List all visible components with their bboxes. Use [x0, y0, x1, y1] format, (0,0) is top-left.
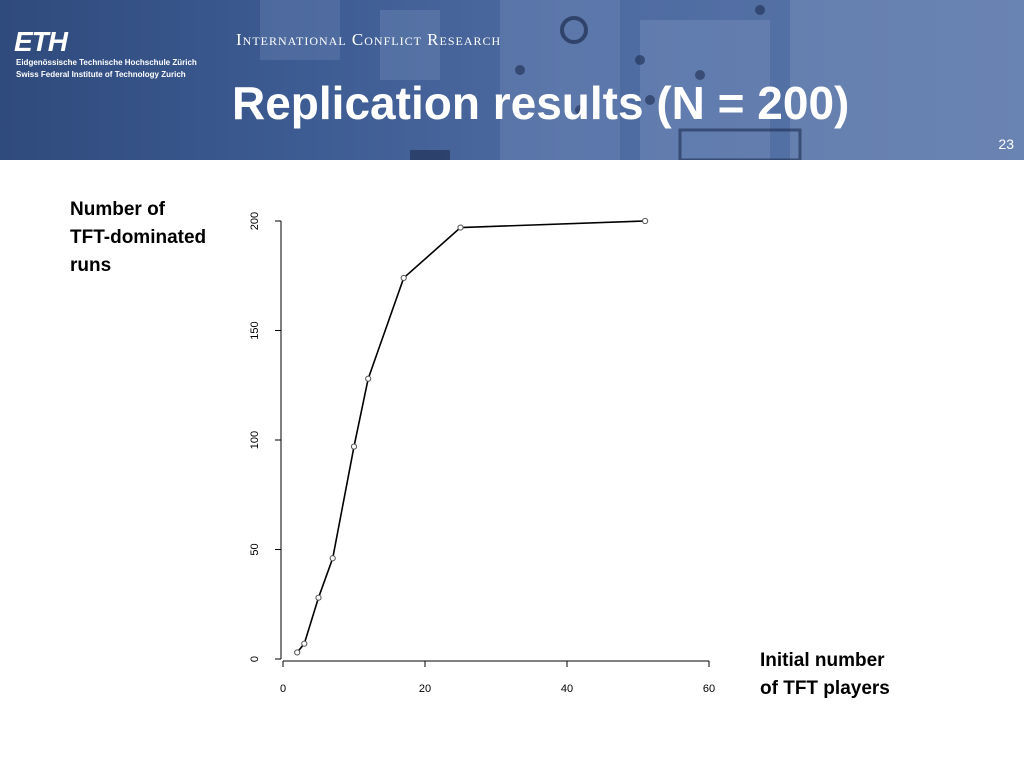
- y-axis-description-line: Number of: [70, 199, 165, 220]
- data-point: [642, 217, 649, 225]
- institution-name-german: Eidgenössische Technische Hochschule Zür…: [16, 58, 197, 67]
- y-tick-label: 100: [249, 431, 261, 449]
- data-point: [400, 274, 407, 282]
- x-tick-label: 0: [280, 683, 286, 695]
- y-tick-label: 200: [249, 212, 261, 230]
- y-tick-label: 0: [249, 656, 261, 662]
- header-banner: ETH Eidgenössische Technische Hochschule…: [0, 0, 1024, 160]
- y-axis-description-line: TFT-dominated: [70, 227, 207, 248]
- x-axis-description: Initial number of TFT players: [760, 647, 890, 703]
- y-axis-description-line: runs: [70, 255, 112, 276]
- institution-name-english: Swiss Federal Institute of Technology Zu…: [16, 70, 186, 79]
- data-point: [301, 640, 308, 647]
- x-axis-description-line: of TFT players: [760, 678, 890, 699]
- data-point: [294, 649, 301, 656]
- page-number: 23: [998, 136, 1014, 152]
- x-tick-label: 20: [419, 683, 431, 695]
- series-line: [296, 220, 646, 653]
- y-axis-description: Number of TFT-dominated runs: [70, 196, 206, 280]
- x-tick-label: 60: [703, 683, 715, 695]
- banner-background-graphic: [260, 0, 1024, 160]
- slide-title: Replication results (N = 200): [232, 77, 850, 129]
- data-point: [350, 443, 358, 450]
- x-tick-label: 40: [561, 683, 573, 695]
- x-axis-description-line: Initial number: [760, 650, 885, 671]
- data-point: [329, 555, 336, 562]
- eth-logo[interactable]: ETH: [14, 26, 68, 57]
- y-tick-label: 150: [249, 321, 261, 339]
- data-point: [365, 375, 372, 382]
- data-point: [457, 224, 464, 231]
- group-name: International Conflict Research: [236, 30, 502, 49]
- data-point: [315, 594, 322, 601]
- y-tick-label: 50: [249, 543, 261, 555]
